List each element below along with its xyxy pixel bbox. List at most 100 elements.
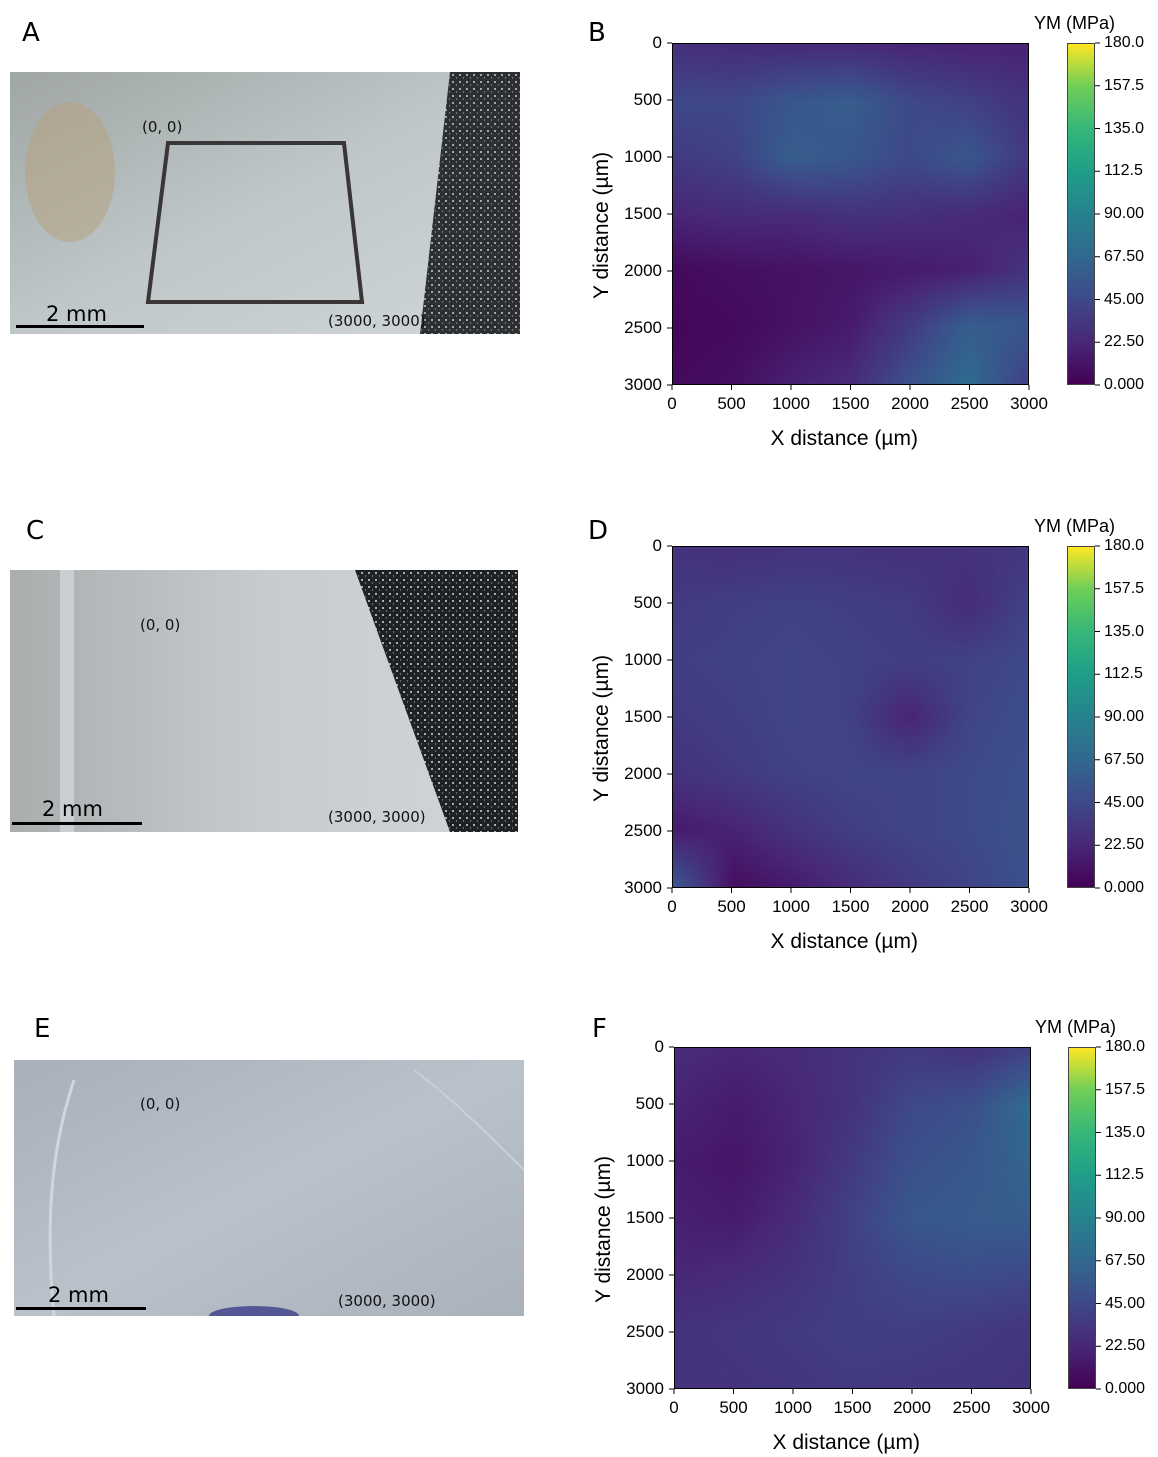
x-tick-label: 3000 <box>1012 1398 1050 1417</box>
colorbar-tick-label: 67.50 <box>1104 750 1145 768</box>
scale-bar-a <box>16 325 144 328</box>
x-tick-label: 1500 <box>831 897 870 916</box>
colorbar-tick-label: 45.00 <box>1104 793 1145 811</box>
colorbar-tick-label: 90.00 <box>1104 205 1145 222</box>
sample-frame-a <box>145 141 365 304</box>
x-tick-label: 1500 <box>833 1398 872 1417</box>
colorbar-tick-label: 157.5 <box>1105 1080 1146 1098</box>
x-tick-label: 1000 <box>772 897 810 916</box>
x-axis-label: X distance (µm) <box>770 930 918 953</box>
scale-bar-label-e: 2 mm <box>48 1283 109 1307</box>
corner-label-e: (3000, 3000) <box>338 1292 436 1310</box>
colorbar-tick-label: 180.0 <box>1105 1038 1146 1055</box>
sample-photo-c <box>10 570 518 832</box>
x-tick-label: 1500 <box>831 394 870 413</box>
x-tick-label: 3000 <box>1010 897 1048 916</box>
photo-c-image <box>10 570 518 832</box>
y-tick-label: 3000 <box>624 878 662 897</box>
x-axis-label: X distance (µm) <box>770 427 918 450</box>
colorbar-tick-label: 45.00 <box>1105 1294 1146 1312</box>
colorbar <box>1067 546 1095 888</box>
colorbar <box>1067 43 1095 385</box>
panel-letter-d: D <box>588 516 609 546</box>
x-tick-label: 0 <box>667 394 677 413</box>
y-tick-label: 2500 <box>624 821 662 840</box>
y-tick-label: 1500 <box>626 1208 664 1227</box>
x-tick-label: 500 <box>717 897 746 916</box>
colorbar-tick-label: 22.50 <box>1104 333 1145 351</box>
x-tick-label: 2500 <box>950 897 989 916</box>
sample-photo-a <box>10 72 520 334</box>
colorbar-tick-label: 157.5 <box>1104 76 1145 94</box>
colorbar-tick-label: 135.0 <box>1104 622 1145 640</box>
heatmap-surface-d <box>672 546 1029 888</box>
colorbar-tick-label: 112.5 <box>1104 162 1143 180</box>
x-tick-label: 0 <box>669 1398 679 1417</box>
panel-letter-c: C <box>26 516 45 546</box>
y-axis-label: Y distance (µm) <box>590 654 613 802</box>
y-tick-label: 3000 <box>626 1379 664 1398</box>
x-tick-label: 1000 <box>772 394 810 413</box>
x-tick-label: 2500 <box>950 394 989 413</box>
colorbar-tick-label: 180.0 <box>1104 34 1145 51</box>
colorbar-tick-label: 157.5 <box>1104 579 1145 597</box>
y-tick-label: 1000 <box>626 1151 664 1170</box>
y-tick-label: 2500 <box>624 318 662 337</box>
y-tick-label: 2000 <box>626 1265 664 1284</box>
y-tick-label: 3000 <box>624 375 662 394</box>
y-tick-label: 1000 <box>624 147 662 166</box>
colorbar-tick-label: 0.000 <box>1104 879 1145 896</box>
colorbar-tick-label: 67.50 <box>1104 247 1145 265</box>
origin-label-e: (0, 0) <box>140 1095 181 1113</box>
colorbar-tick-label: 0.000 <box>1104 376 1145 393</box>
x-tick-label: 500 <box>719 1398 748 1417</box>
scale-bar-c <box>12 822 142 825</box>
colorbar-tick-label: 112.5 <box>1104 665 1143 683</box>
x-axis-label: X distance (µm) <box>772 1431 920 1454</box>
scale-bar-label-c: 2 mm <box>42 797 103 821</box>
scale-bar-label-a: 2 mm <box>46 302 107 326</box>
y-axis-label: Y distance (µm) <box>590 151 613 299</box>
corner-label-c: (3000, 3000) <box>328 808 426 826</box>
panel-letter-e: E <box>34 1014 51 1044</box>
colorbar-tick-label: 22.50 <box>1105 1337 1146 1355</box>
colorbar-tick-label: 22.50 <box>1104 836 1145 854</box>
panel-letter-f: F <box>592 1014 607 1044</box>
y-tick-label: 2500 <box>626 1322 664 1341</box>
heatmap-surface-f <box>674 1047 1031 1389</box>
colorbar-title: YM (MPa) <box>1035 1017 1116 1037</box>
y-tick-label: 1500 <box>624 204 662 223</box>
y-tick-label: 2000 <box>624 261 662 280</box>
y-tick-label: 0 <box>654 1037 664 1056</box>
colorbar-tick-label: 0.000 <box>1105 1380 1146 1397</box>
corner-label-a: (3000, 3000) <box>328 312 426 330</box>
sample-photo-e <box>14 1060 524 1316</box>
colorbar-tick-label: 90.00 <box>1104 708 1145 725</box>
y-tick-label: 2000 <box>624 764 662 783</box>
y-tick-label: 0 <box>652 536 662 555</box>
scale-bar-e <box>16 1307 146 1310</box>
colorbar-tick-label: 90.00 <box>1105 1209 1146 1226</box>
panel-letter-a: A <box>22 18 40 48</box>
x-tick-label: 0 <box>667 897 677 916</box>
y-tick-label: 1500 <box>624 707 662 726</box>
colorbar-tick-label: 112.5 <box>1105 1166 1144 1184</box>
y-tick-label: 500 <box>633 90 662 109</box>
x-tick-label: 2500 <box>952 1398 991 1417</box>
colorbar-tick-label: 45.00 <box>1104 290 1145 308</box>
y-tick-label: 1000 <box>624 650 662 669</box>
colorbar-title: YM (MPa) <box>1034 516 1115 536</box>
photo-a-image <box>10 72 520 334</box>
colorbar-tick-label: 180.0 <box>1104 537 1145 554</box>
y-axis-label: Y distance (µm) <box>592 1155 615 1303</box>
origin-label-c: (0, 0) <box>140 616 181 634</box>
origin-label-a: (0, 0) <box>142 118 183 136</box>
colorbar-title: YM (MPa) <box>1034 13 1115 33</box>
y-tick-label: 500 <box>633 593 662 612</box>
colorbar <box>1068 1047 1096 1389</box>
x-tick-label: 500 <box>717 394 746 413</box>
photo-e-image <box>14 1060 524 1316</box>
x-tick-label: 3000 <box>1010 394 1048 413</box>
x-tick-label: 2000 <box>891 897 929 916</box>
colorbar-tick-label: 135.0 <box>1104 119 1145 137</box>
